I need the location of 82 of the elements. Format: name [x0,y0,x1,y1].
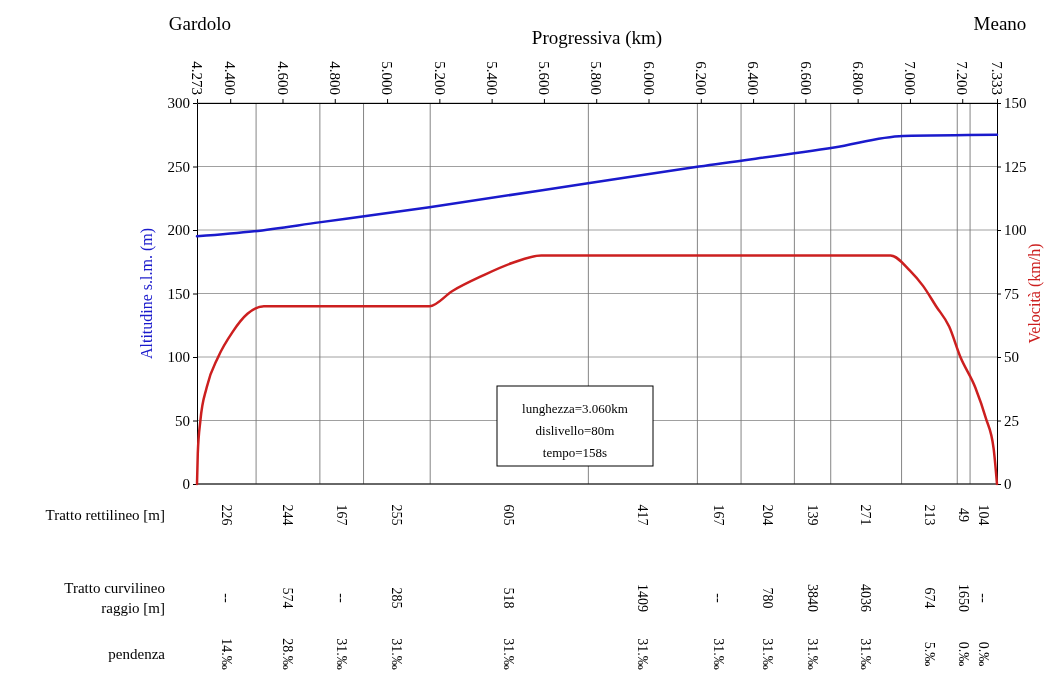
x-tick-label: 5.400 [483,61,500,95]
x-tick-label: 6.800 [849,61,866,95]
text: 255 [388,504,404,526]
text: 226 [218,504,234,526]
text: 417 [634,504,650,526]
y-tick-label: 200 [167,222,190,239]
text: 271 [858,504,874,526]
x-tick-label: 7.200 [954,61,971,95]
text: 3840 [804,584,820,612]
y-tick-label: 100 [167,349,190,366]
text: 167 [711,504,727,526]
text: 31.‰ [804,638,820,670]
text: 28.‰ [280,638,296,670]
x-tick-label: 5.000 [379,61,396,95]
x-tick-label: 4.800 [327,61,344,95]
text: 674 [921,587,937,609]
y-tick-label: 300 [167,95,190,112]
text: Tratto curvilineo raggio [m] [64,580,165,617]
text: 204 [759,504,775,526]
y-tick-label: 0 [182,476,190,493]
text: 4036 [858,584,874,612]
text: 0.‰ [975,641,991,667]
y-tick-label: 150 [167,285,190,302]
text: 31.‰ [858,638,874,670]
x-tick-label: 5.200 [431,61,448,95]
x-tick-label: 4.400 [222,61,239,95]
text: 574 [280,587,296,609]
x-tick-label: 6.200 [693,61,710,95]
x-tick-label: 5.800 [588,61,605,95]
text: 139 [804,504,820,526]
x-tick-label: 7.333 [989,61,1006,95]
x-tick-label: 6.600 [797,61,814,95]
text: 1650 [955,584,971,612]
text: 31.‰ [333,638,349,670]
text: Gardolo [168,13,232,34]
text: 518 [501,587,517,609]
text: pendenza [108,646,166,663]
x-tick-label: 4.273 [189,61,206,95]
text: 244 [280,504,296,526]
y2-tick-label: 25 [1004,412,1019,429]
y2-tick-label: 125 [1004,158,1027,175]
annotation: dislivello=80m [535,422,615,438]
text: 285 [388,587,404,609]
line-series [195,133,999,238]
text: 31.‰ [759,638,775,670]
text: 31.‰ [634,638,650,670]
text: -- [975,593,991,603]
annotation: tempo=158s [542,444,608,460]
text: 5.‰ [921,641,937,667]
text: 49 [955,508,971,522]
text: Tratto rettilineo [m] [45,507,165,524]
text: Meano [973,13,1027,34]
x-tick-label: 4.600 [274,61,291,95]
y2-tick-label: 50 [1004,349,1019,366]
y-tick-label: 50 [175,412,190,429]
text: 104 [975,504,991,526]
y2-axis-title: Velocità (km/h) [1026,243,1044,344]
text: -- [333,593,349,603]
text: 31.‰ [711,638,727,670]
x-tick-label: 6.000 [640,61,657,95]
y-axis-title: Altitudine s.l.m. (m) [138,227,156,360]
text: -- [218,593,234,603]
x-tick-label: 5.600 [536,61,553,95]
y2-tick-label: 75 [1004,285,1019,302]
text: 167 [333,504,349,526]
text: 1409 [634,584,650,612]
x-tick-label: 6.400 [745,61,762,95]
text: 0.‰ [955,641,971,667]
x-tick-label: 7.000 [902,61,919,95]
y2-tick-label: 0 [1004,476,1012,493]
annotation: lunghezza=3.060km [522,400,628,416]
text: 31.‰ [388,638,404,670]
text: 605 [501,504,517,526]
text: 31.‰ [501,638,517,670]
y2-tick-label: 150 [1004,95,1027,112]
y2-tick-label: 100 [1004,222,1027,239]
y-tick-label: 250 [167,158,190,175]
text: 213 [921,504,937,526]
x-axis-title: Progressiva (km) [531,27,663,49]
text: 780 [759,587,775,609]
text: 14.‰ [218,638,234,670]
text: -- [711,593,727,603]
